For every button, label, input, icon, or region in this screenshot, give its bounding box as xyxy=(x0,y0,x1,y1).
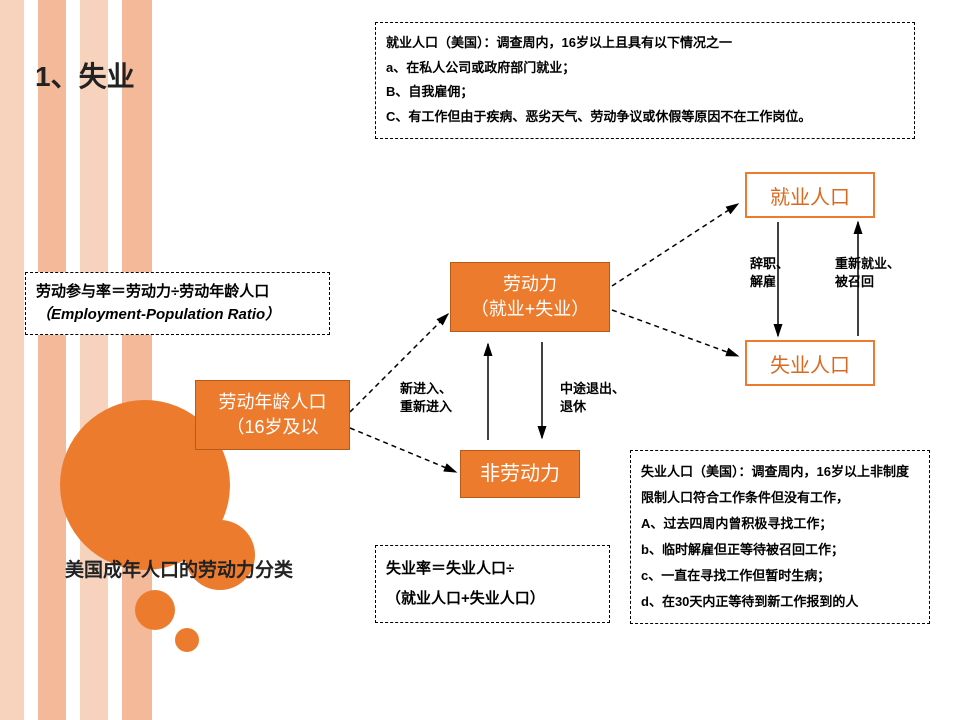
edge-quit-l1: 辞职、 xyxy=(750,255,789,273)
edge-quit-l2: 解雇 xyxy=(750,273,789,291)
unemp-def-a: A、过去四周内曾积极寻找工作； xyxy=(641,511,919,537)
employed-def-c: C、有工作但由于疾病、恶劣天气、劳动争议或休假等原因不在工作岗位。 xyxy=(386,105,904,130)
unemp-def-header: 失业人口（美国）：调查周内，16岁以上非制度限制人口符合工作条件但没有工作， xyxy=(641,459,919,511)
edge-enter: 新进入、 重新进入 xyxy=(400,380,452,416)
unemployed-def-box: 失业人口（美国）：调查周内，16岁以上非制度限制人口符合工作条件但没有工作， A… xyxy=(630,450,930,624)
edge-enter-l1: 新进入、 xyxy=(400,380,452,398)
unemp-rate-box: 失业率＝失业人口÷ （就业人口+失业人口） xyxy=(375,545,610,623)
node-working-age-l2: （16岁及以 xyxy=(219,415,327,440)
node-labor-force: 劳动力 （就业+失业） xyxy=(450,262,610,332)
edge-exit-l1: 中途退出、 xyxy=(560,380,625,398)
bottom-caption: 美国成年人口的劳动力分类 xyxy=(65,555,293,582)
node-unemployed: 失业人口 xyxy=(745,340,875,386)
unemp-def-c: c、一直在寻找工作但暂时生病； xyxy=(641,563,919,589)
node-working-age: 劳动年龄人口 （16岁及以 xyxy=(195,380,350,450)
participation-l1: 劳动参与率＝劳动力÷劳动年龄人口 xyxy=(36,281,319,304)
node-labor-force-l2: （就业+失业） xyxy=(471,297,590,322)
unemp-rate-l1: 失业率＝失业人口÷ xyxy=(386,554,599,584)
node-working-age-l1: 劳动年龄人口 xyxy=(219,390,327,415)
node-not-labor: 非劳动力 xyxy=(460,450,580,498)
participation-box: 劳动参与率＝劳动力÷劳动年龄人口 （Employment-Population … xyxy=(25,272,330,335)
unemp-def-b: b、临时解雇但正等待被召回工作； xyxy=(641,537,919,563)
edge-exit: 中途退出、 退休 xyxy=(560,380,625,416)
employed-def-b: B、自我雇佣； xyxy=(386,80,904,105)
edge-enter-l2: 重新进入 xyxy=(400,398,452,416)
unemp-rate-l2: （就业人口+失业人口） xyxy=(386,584,599,614)
participation-l2: （Employment-Population Ratio） xyxy=(36,304,319,327)
edge-exit-l2: 退休 xyxy=(560,398,625,416)
employed-def-box: 就业人口（美国）：调查周内，16岁以上且具有以下情况之一 a、在私人公司或政府部… xyxy=(375,22,915,139)
slide-title: 1、失业 xyxy=(35,55,135,95)
unemp-def-d: d、在30天内正等待到新工作报到的人 xyxy=(641,589,919,615)
circle-small-2 xyxy=(175,628,199,652)
node-employed: 就业人口 xyxy=(745,172,875,218)
employed-def-header: 就业人口（美国）：调查周内，16岁以上且具有以下情况之一 xyxy=(386,31,904,56)
edge-rehire-l2: 被召回 xyxy=(835,273,900,291)
employed-def-a: a、在私人公司或政府部门就业； xyxy=(386,56,904,81)
node-labor-force-l1: 劳动力 xyxy=(471,272,590,297)
edge-rehire-l1: 重新就业、 xyxy=(835,255,900,273)
edge-quit: 辞职、 解雇 xyxy=(750,255,789,291)
edge-rehire: 重新就业、 被召回 xyxy=(835,255,900,291)
circle-small-1 xyxy=(135,590,175,630)
